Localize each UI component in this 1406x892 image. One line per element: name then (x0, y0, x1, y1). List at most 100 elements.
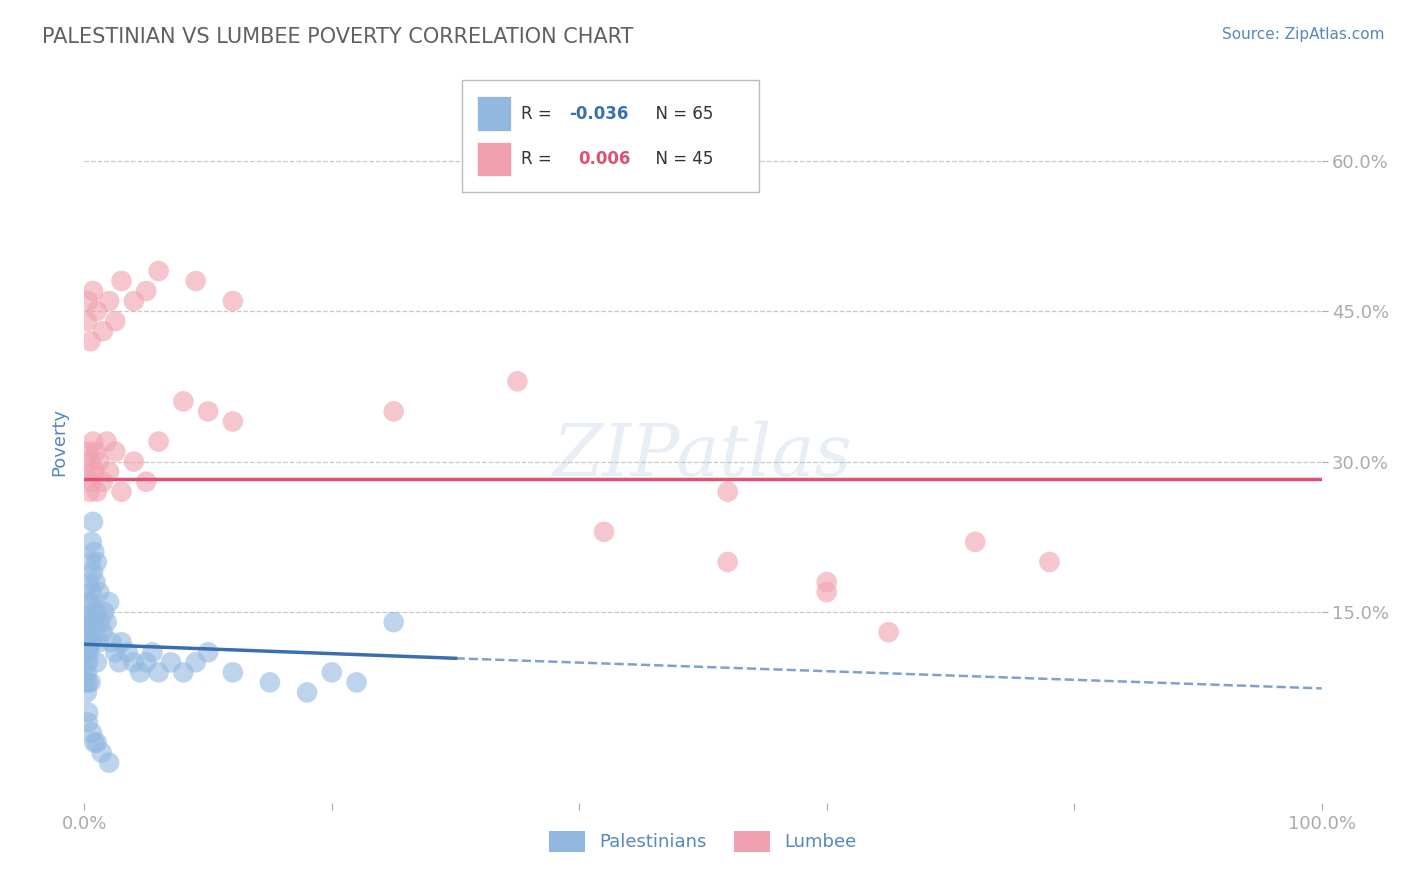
Point (83, 605, 105, 619)
Point (84, 444, 107, 458)
Point (321, 665, 343, 680)
Point (117, 645, 139, 659)
Point (506, 375, 529, 389)
Point (135, 475, 157, 489)
Point (79, 334, 101, 349)
Point (89, 455, 111, 469)
Point (77, 706, 100, 720)
Point (98, 756, 121, 770)
Point (84, 625, 107, 640)
Point (80, 535, 103, 549)
Point (91, 625, 114, 640)
Point (77, 294, 100, 309)
Point (76, 665, 98, 680)
Point (82, 515, 104, 529)
Point (77, 595, 100, 609)
Point (79, 455, 101, 469)
Point (82, 615, 104, 630)
Point (148, 264, 170, 278)
Point (93, 605, 115, 619)
Point (89, 585, 111, 599)
Point (593, 524, 616, 539)
Point (79, 595, 101, 609)
Point (89, 635, 111, 649)
Text: 0.006: 0.006 (578, 150, 630, 168)
Point (346, 675, 368, 690)
Point (197, 645, 219, 659)
Point (79, 484, 101, 499)
Point (76, 465, 98, 479)
Point (75, 655, 97, 669)
Point (877, 625, 900, 640)
Point (222, 414, 245, 429)
Point (98, 465, 121, 479)
Point (76, 314, 98, 328)
Point (197, 404, 219, 418)
Point (222, 665, 245, 680)
Point (148, 665, 170, 680)
Point (382, 404, 405, 418)
Point (77, 655, 100, 669)
Point (172, 665, 194, 680)
Point (110, 635, 132, 649)
Point (75, 635, 97, 649)
Point (83, 735, 105, 749)
Point (122, 455, 145, 469)
Point (91, 475, 114, 489)
Point (83, 545, 105, 559)
Point (77, 715, 100, 730)
Point (86, 735, 108, 749)
Point (79, 575, 101, 590)
Point (84, 575, 107, 590)
Point (965, 535, 987, 549)
Point (160, 655, 183, 669)
Point (110, 484, 132, 499)
Text: ZIPatlas: ZIPatlas (553, 421, 853, 491)
Point (86, 555, 108, 569)
Text: R =: R = (522, 150, 562, 168)
Point (82, 565, 104, 579)
Point (135, 284, 157, 298)
Point (815, 585, 838, 599)
Point (122, 294, 145, 309)
Point (76, 615, 98, 630)
Point (98, 595, 121, 609)
Point (104, 314, 127, 328)
Point (717, 484, 740, 499)
Point (79, 615, 101, 630)
Point (77, 625, 100, 640)
FancyBboxPatch shape (461, 80, 759, 193)
FancyBboxPatch shape (477, 142, 512, 177)
Text: PALESTINIAN VS LUMBEE POVERTY CORRELATION CHART: PALESTINIAN VS LUMBEE POVERTY CORRELATIO… (42, 27, 634, 46)
Point (104, 444, 127, 458)
Point (129, 665, 152, 680)
Point (96, 615, 118, 630)
Point (184, 655, 207, 669)
Legend: Palestinians, Lumbee: Palestinians, Lumbee (541, 823, 865, 859)
Point (80, 725, 103, 739)
Point (86, 484, 108, 499)
Point (80, 635, 103, 649)
Y-axis label: Poverty: Poverty (51, 408, 69, 475)
Point (98, 294, 121, 309)
Point (80, 585, 103, 599)
Point (382, 615, 405, 630)
Point (259, 675, 281, 690)
Text: Source: ZipAtlas.com: Source: ZipAtlas.com (1222, 27, 1385, 42)
FancyBboxPatch shape (477, 96, 512, 131)
Point (76, 685, 98, 699)
Point (90, 746, 112, 760)
Point (1038, 555, 1060, 569)
Point (77, 675, 100, 690)
Point (75, 675, 97, 690)
Point (100, 635, 122, 649)
Point (96, 434, 118, 449)
Text: R =: R = (522, 104, 557, 122)
Point (110, 274, 132, 288)
Point (86, 605, 108, 619)
Point (82, 284, 104, 298)
Point (815, 575, 838, 590)
Point (86, 655, 108, 669)
Point (83, 465, 105, 479)
Point (104, 645, 127, 659)
